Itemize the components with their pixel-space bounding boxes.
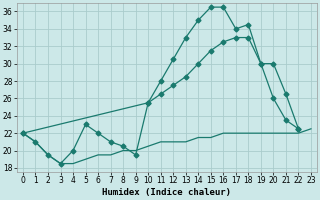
- X-axis label: Humidex (Indice chaleur): Humidex (Indice chaleur): [102, 188, 231, 197]
